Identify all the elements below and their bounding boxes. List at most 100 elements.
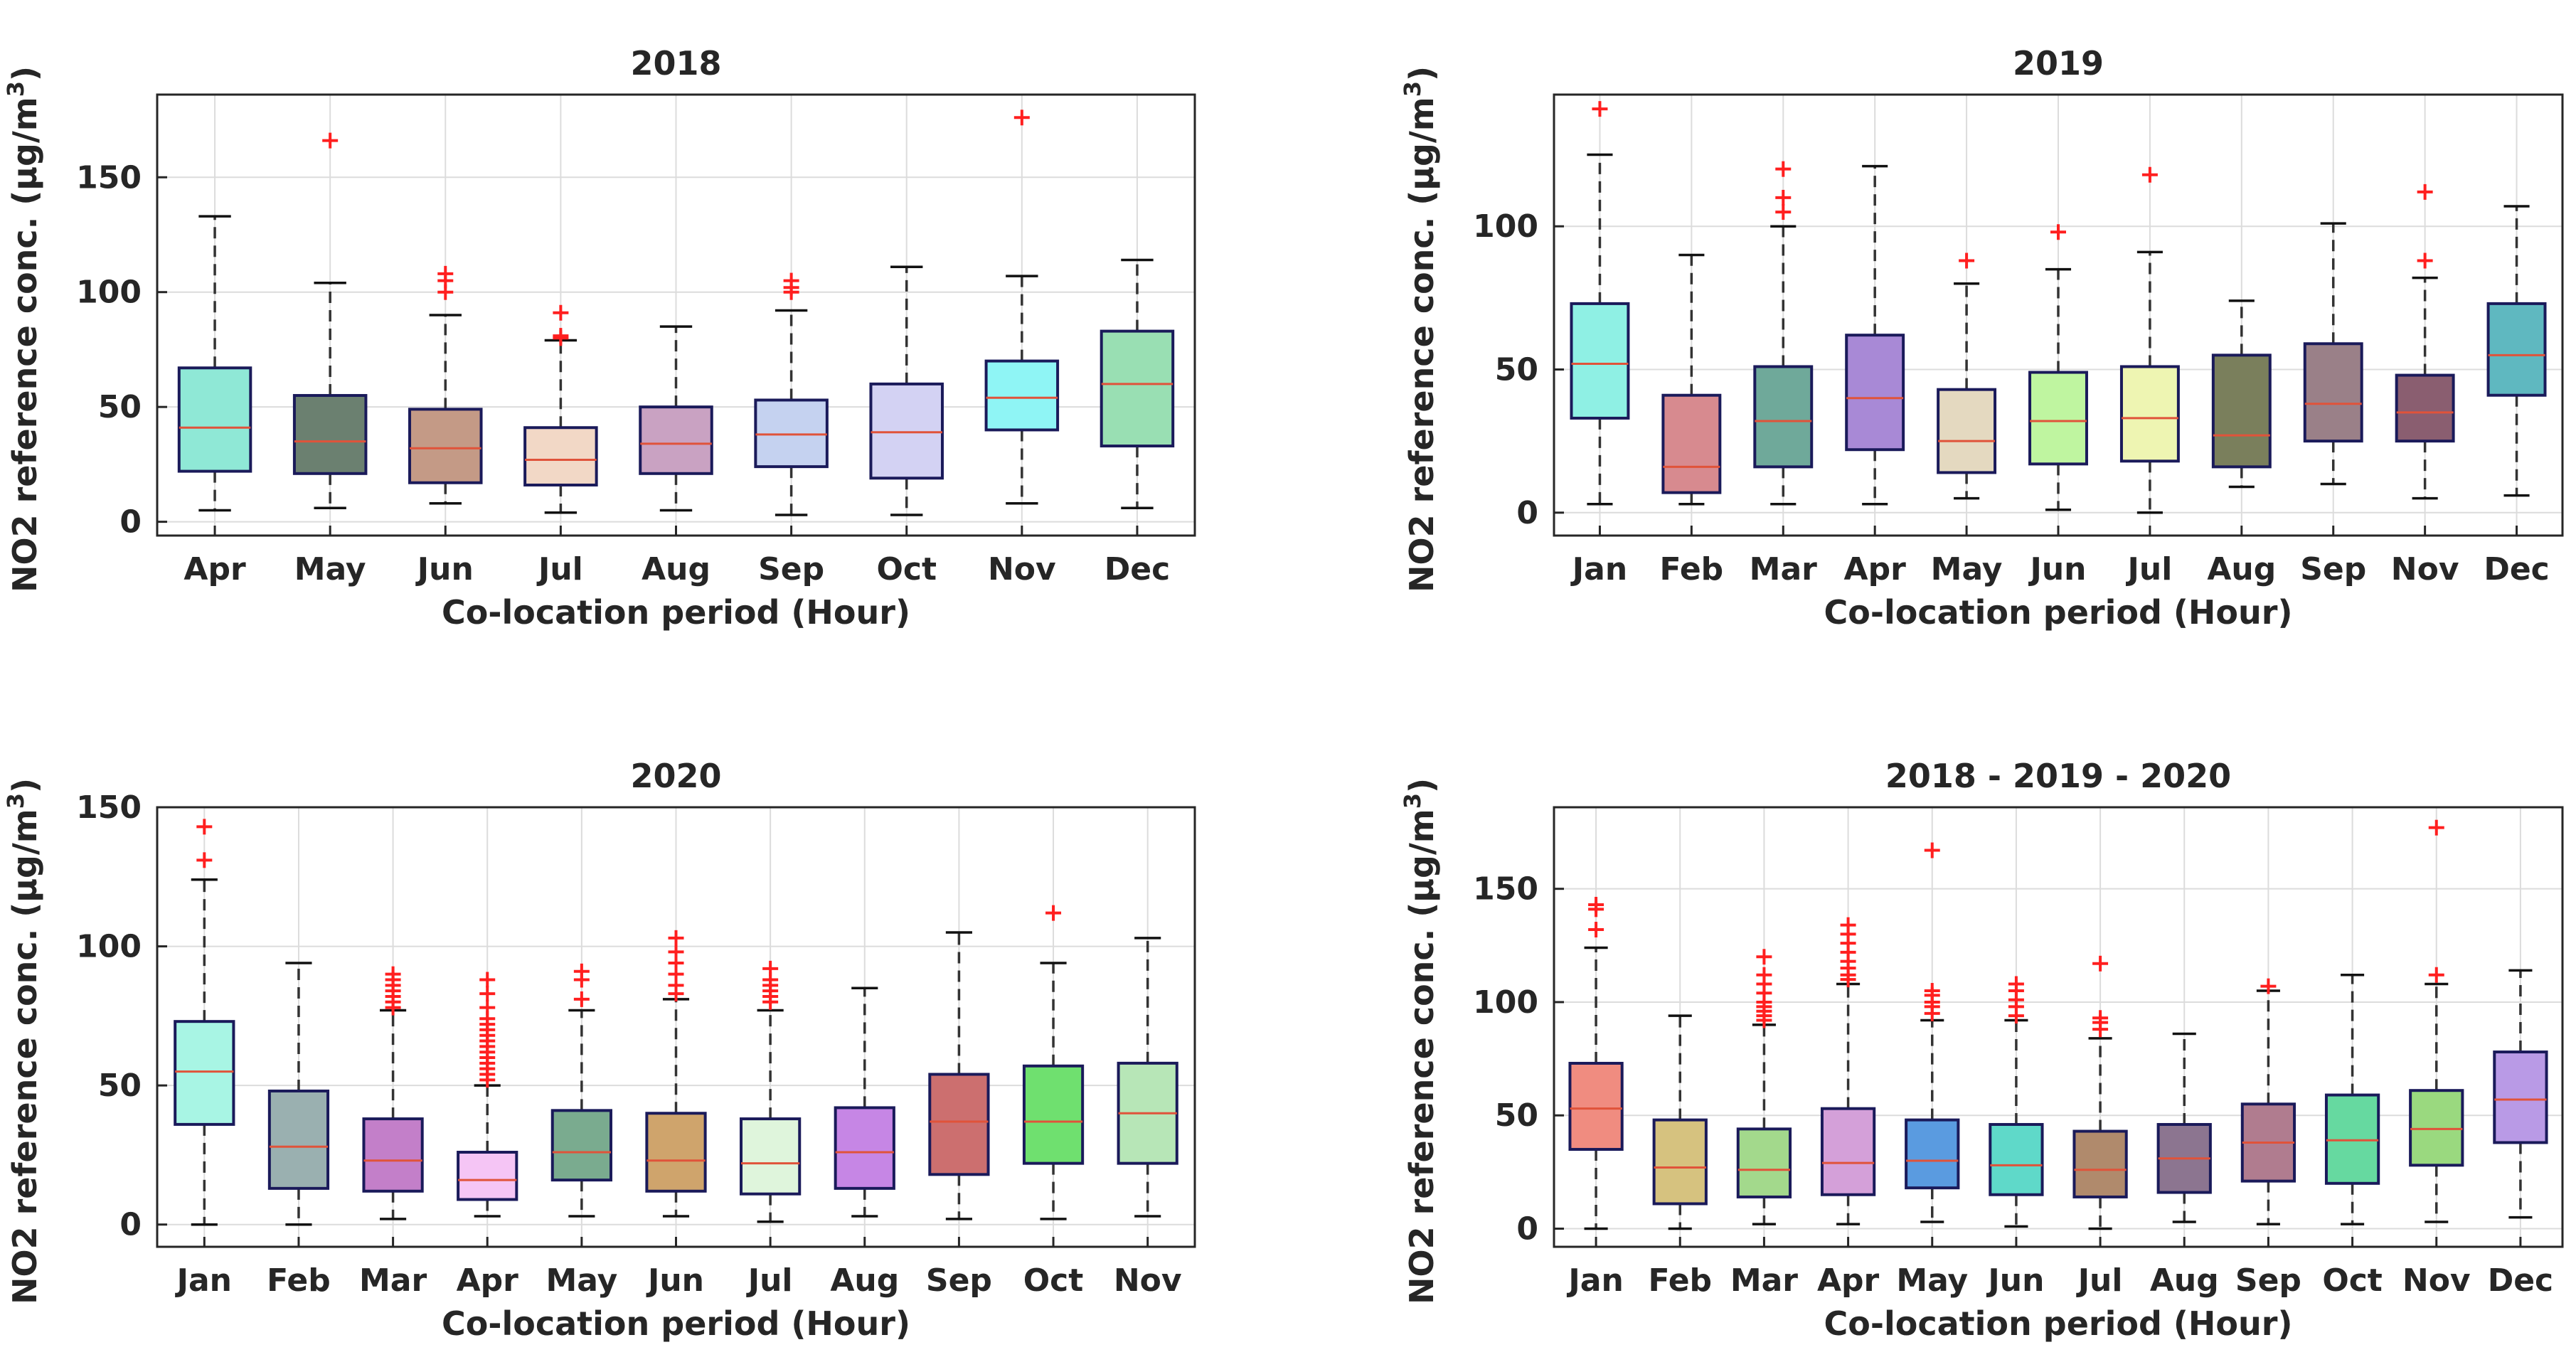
box-body bbox=[2303, 342, 2363, 443]
box-sep bbox=[754, 272, 829, 516]
x-tick-label: Mar bbox=[359, 1262, 427, 1299]
box-body bbox=[1568, 1061, 1624, 1151]
y-tick-label: 50 bbox=[98, 389, 142, 425]
box-apr bbox=[1845, 164, 1905, 506]
outlier-marker bbox=[1592, 101, 1608, 117]
y-tick-label: 0 bbox=[1516, 1211, 1538, 1248]
x-axis-label: Co-location period (Hour) bbox=[442, 1304, 910, 1343]
box-body bbox=[645, 1112, 707, 1193]
y-axis-label: NO2 reference conc. (μg/m3) bbox=[2, 66, 44, 592]
box-apr bbox=[457, 972, 518, 1218]
box-body bbox=[639, 405, 713, 475]
x-tick-label: Apr bbox=[1817, 1262, 1880, 1299]
x-tick-label: Jul bbox=[536, 551, 583, 587]
y-tick-label: 150 bbox=[76, 789, 142, 826]
box-body bbox=[2395, 373, 2455, 443]
box-body bbox=[2324, 1093, 2380, 1185]
box-sep bbox=[928, 931, 990, 1220]
box-aug bbox=[2211, 299, 2272, 489]
box-body bbox=[1937, 388, 1997, 474]
box-body bbox=[740, 1117, 802, 1196]
outlier-marker bbox=[479, 972, 496, 988]
outlier-marker bbox=[2417, 183, 2433, 200]
box-body bbox=[1905, 1118, 1960, 1190]
box-oct bbox=[1022, 905, 1085, 1220]
outlier-marker bbox=[1924, 842, 1940, 858]
chart-panel-4: 0 50 100 150 Jan Feb Mar Apr May Jun Jul Aug Sep Oct N… bbox=[1399, 757, 2564, 1343]
box-nov bbox=[984, 110, 1060, 505]
x-tick-label: Oct bbox=[2322, 1262, 2383, 1299]
x-axis-label: Co-location period (Hour) bbox=[1824, 1304, 2293, 1343]
x-tick-label: Jul bbox=[2126, 551, 2173, 587]
outlier-marker bbox=[1588, 922, 1604, 938]
box-dec bbox=[2493, 969, 2548, 1219]
y-tick-label: 100 bbox=[76, 275, 142, 311]
box-jun bbox=[2028, 224, 2088, 511]
box-jul bbox=[2072, 955, 2128, 1230]
box-jul bbox=[523, 304, 598, 514]
outlier-marker bbox=[385, 966, 401, 982]
x-tick-label: Mar bbox=[1750, 551, 1817, 587]
chart-title: 2018 bbox=[630, 44, 721, 83]
y-tick-label: 150 bbox=[76, 159, 142, 196]
box-body bbox=[408, 408, 483, 484]
x-tick-label: Jun bbox=[1986, 1262, 2044, 1299]
box-body bbox=[2409, 1089, 2464, 1167]
x-tick-label: Apr bbox=[1844, 551, 1907, 587]
y-tick-label: 100 bbox=[76, 929, 142, 965]
y-tick-label: 50 bbox=[1495, 1097, 1538, 1134]
box-feb bbox=[267, 962, 330, 1226]
outlier-marker bbox=[1756, 949, 1772, 965]
outlier-marker bbox=[1588, 896, 1604, 913]
chart-panel-2: 0 50 100 Jan Feb Mar Apr May Jun Jul Aug Sep Nov Dec 2… bbox=[1399, 44, 2564, 632]
x-tick-label: Oct bbox=[876, 551, 937, 587]
x-tick-label: Sep bbox=[2300, 551, 2366, 587]
x-tick-label: Aug bbox=[2207, 551, 2276, 587]
box-nov bbox=[2409, 819, 2464, 1223]
x-tick-label: Oct bbox=[1023, 1262, 1084, 1299]
box-body bbox=[984, 359, 1060, 432]
x-tick-label: Jun bbox=[415, 551, 474, 587]
box-body bbox=[1661, 393, 1722, 494]
x-tick-label: Mar bbox=[1730, 1262, 1798, 1299]
box-aug bbox=[2156, 1032, 2212, 1223]
box-body bbox=[267, 1089, 330, 1190]
box-may bbox=[1905, 842, 1960, 1223]
box-apr bbox=[1820, 917, 1876, 1225]
box-body bbox=[2028, 371, 2088, 466]
outlier-marker bbox=[668, 944, 684, 960]
outlier-marker bbox=[762, 960, 779, 977]
box-body bbox=[834, 1106, 895, 1190]
outlier-marker bbox=[322, 132, 339, 149]
box-body bbox=[457, 1151, 518, 1201]
outlier-marker bbox=[437, 265, 454, 282]
box-body bbox=[1022, 1064, 1085, 1165]
x-tick-label: May bbox=[1896, 1262, 1968, 1299]
outlier-marker bbox=[783, 272, 799, 289]
box-body bbox=[1820, 1107, 1876, 1196]
outlier-marker bbox=[479, 986, 496, 1002]
x-tick-label: Aug bbox=[2150, 1262, 2219, 1299]
box-aug bbox=[639, 325, 713, 512]
x-tick-label: Aug bbox=[642, 551, 710, 587]
x-tick-label: May bbox=[1931, 551, 2003, 587]
box-jun bbox=[1989, 976, 2044, 1228]
box-body bbox=[1100, 329, 1175, 448]
x-tick-label: Nov bbox=[1114, 1262, 1182, 1299]
outlier-marker bbox=[553, 304, 569, 321]
outlier-marker bbox=[1959, 252, 1975, 269]
outlier-marker bbox=[196, 852, 213, 868]
outlier-marker bbox=[573, 963, 590, 979]
x-tick-label: Jan bbox=[1570, 551, 1627, 587]
x-tick-label: Feb bbox=[1648, 1262, 1712, 1299]
box-body bbox=[1736, 1127, 1792, 1198]
x-tick-label: Feb bbox=[1660, 551, 1724, 587]
box-jan bbox=[174, 819, 235, 1226]
box-body bbox=[1989, 1122, 2044, 1196]
box-body bbox=[1753, 365, 1814, 469]
outlier-marker bbox=[2417, 252, 2433, 269]
outlier-marker bbox=[1840, 917, 1856, 933]
outlier-marker bbox=[196, 819, 213, 835]
outlier-marker bbox=[1045, 905, 1062, 921]
